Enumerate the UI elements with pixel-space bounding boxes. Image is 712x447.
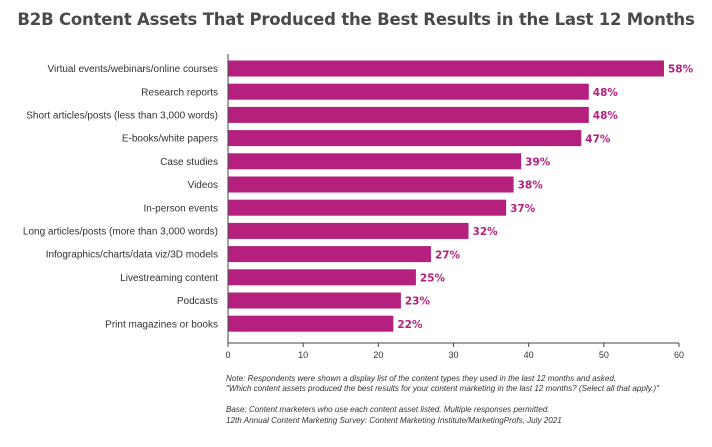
bar-chart: Virtual events/webinars/online courses 58…	[23, 54, 694, 360]
source-line: 12th Annual Content Marketing Survey: Co…	[226, 415, 562, 425]
category-label: Infographics/charts/data viz/3D models	[46, 250, 218, 261]
category-label: Research reports	[141, 87, 218, 98]
chart-notes: Note: Respondents were shown a display l…	[226, 374, 706, 426]
bar	[228, 130, 582, 147]
value-label: 48%	[593, 87, 619, 99]
base-line: Base: Content marketers who use each con…	[226, 405, 550, 415]
category-label: Short articles/posts (less than 3,000 wo…	[26, 111, 218, 122]
value-label: 27%	[435, 249, 461, 261]
bar	[228, 315, 394, 332]
value-label: 22%	[397, 319, 423, 331]
value-label: 37%	[510, 203, 536, 215]
category-label: Long articles/posts (more than 3,000 wor…	[23, 227, 218, 238]
value-label: 38%	[518, 180, 544, 192]
bar	[228, 83, 589, 100]
bar	[228, 269, 416, 286]
x-tick-label: 10	[298, 350, 308, 360]
bar	[228, 60, 664, 77]
category-label: In-person events	[144, 203, 219, 214]
category-label: Videos	[188, 180, 218, 191]
x-tick-label: 0	[225, 350, 230, 360]
bar	[228, 199, 507, 216]
x-tick-label: 50	[599, 350, 609, 360]
x-tick-label: 60	[674, 350, 684, 360]
value-label: 39%	[525, 157, 551, 169]
x-tick-label: 30	[448, 350, 458, 360]
chart-title: B2B Content Assets That Produced the Bes…	[17, 10, 695, 29]
bar	[228, 176, 514, 193]
value-label: 47%	[585, 133, 611, 145]
category-label: E-books/white papers	[122, 134, 218, 145]
bar	[228, 222, 469, 239]
bar	[228, 292, 401, 309]
note-line-2: "Which content assets produced the best …	[226, 384, 659, 394]
x-tick-label: 40	[524, 350, 534, 360]
category-label: Podcasts	[177, 296, 218, 307]
bar	[228, 153, 522, 170]
value-label: 48%	[593, 110, 619, 122]
category-label: Print magazines or books	[105, 319, 218, 330]
x-tick-label: 20	[373, 350, 383, 360]
bar	[228, 246, 431, 263]
value-label: 32%	[473, 226, 499, 238]
bar	[228, 106, 589, 123]
value-label: 25%	[420, 273, 446, 285]
category-label: Livestreaming content	[120, 273, 218, 284]
value-label: 58%	[668, 64, 694, 76]
category-label: Virtual events/webinars/online courses	[48, 64, 218, 75]
category-label: Case studies	[160, 157, 218, 168]
note-line-1: Note: Respondents were shown a display l…	[226, 374, 617, 383]
value-label: 23%	[405, 296, 431, 308]
